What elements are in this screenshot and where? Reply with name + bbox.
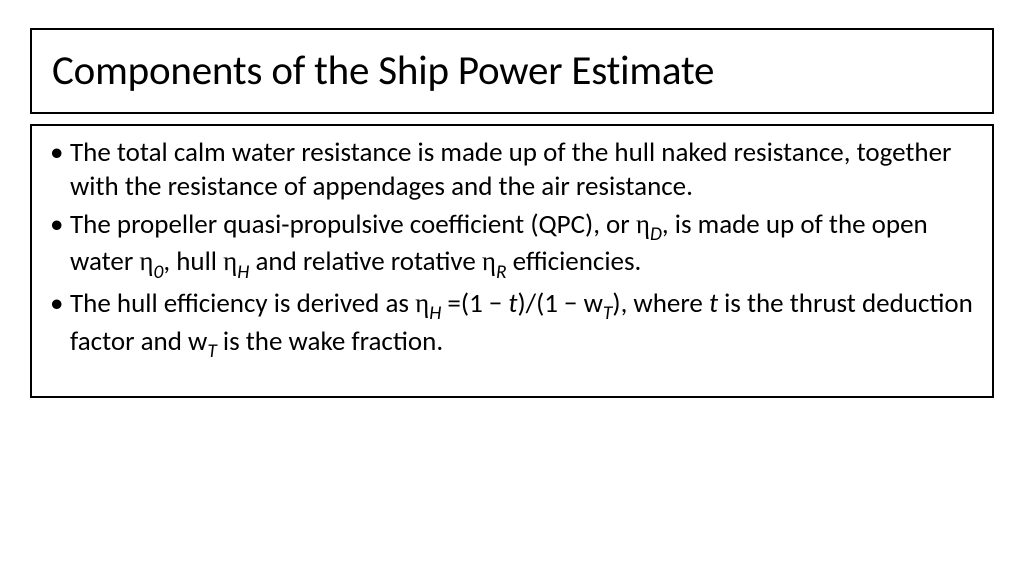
slide-title: Components of the Ship Power Estimate [52,46,972,96]
bullet-item: The hull efficiency is derived as ηH =(1… [50,287,974,362]
bullet-item: The total calm water resistance is made … [50,136,974,204]
bullet-item: The propeller quasi-propulsive coefficie… [50,208,974,283]
content-container: The total calm water resistance is made … [30,124,994,398]
title-container: Components of the Ship Power Estimate [30,28,994,114]
bullet-list: The total calm water resistance is made … [50,136,974,362]
